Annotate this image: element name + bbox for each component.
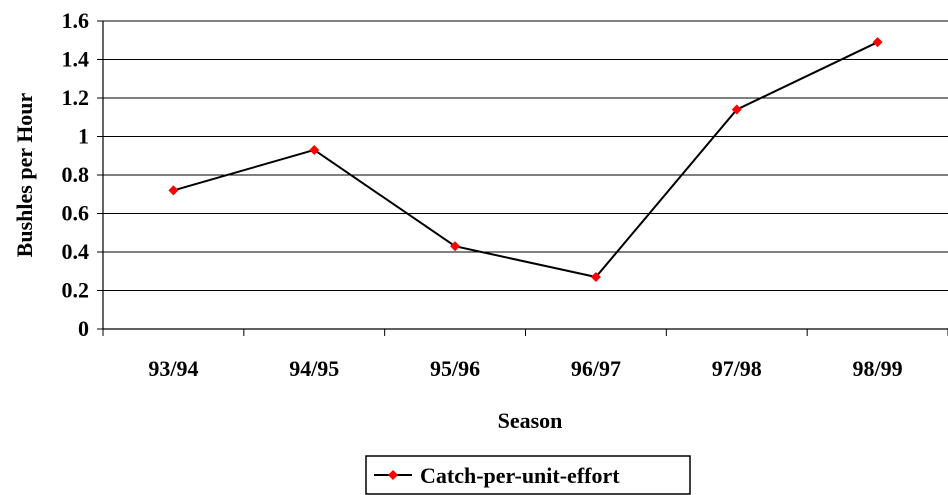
x-tick-label: 98/99: [853, 356, 903, 381]
y-tick-label: 1: [78, 124, 89, 149]
x-tick-label: 93/94: [148, 356, 198, 381]
x-tick-label: 96/97: [571, 356, 621, 381]
legend-box: [365, 455, 691, 495]
x-tick-labels: 93/94 94/95 95/96 96/97 97/98 98/99: [148, 356, 902, 381]
y-tick-label: 0.6: [62, 201, 90, 226]
series-line: [173, 41, 879, 279]
y-tick-label: 0.4: [62, 239, 90, 264]
legend: Catch-per-unit-effort: [365, 455, 691, 495]
y-tick-label: 0.2: [62, 278, 90, 303]
series-catch-per-unit-effort: [168, 37, 883, 283]
y-tick-label: 1.4: [62, 47, 90, 72]
x-tick-label: 97/98: [712, 356, 762, 381]
y-tick-labels: 0 0.2 0.4 0.6 0.8 1 1.2 1.4 1.6: [62, 8, 90, 341]
data-point-marker: [309, 144, 320, 155]
legend-label: Catch-per-unit-effort: [420, 463, 620, 488]
x-tick-label: 95/96: [430, 356, 480, 381]
data-point-marker: [168, 185, 179, 196]
y-tick-label: 0.8: [62, 162, 90, 187]
y-tick-label: 0: [78, 316, 89, 341]
data-point-marker: [872, 37, 883, 48]
data-point-marker: [450, 241, 461, 252]
axes: [97, 20, 948, 336]
data-point-marker: [590, 272, 601, 283]
y-tick-label: 1.2: [62, 85, 90, 110]
x-tick-label: 94/95: [289, 356, 339, 381]
legend-marker-swatch: [388, 470, 398, 480]
y-axis-label: Bushles per Hour: [12, 92, 37, 257]
x-axis-label: Season: [498, 408, 563, 433]
y-tick-label: 1.6: [62, 8, 90, 33]
gridlines: [103, 20, 948, 291]
data-point-marker: [731, 104, 742, 115]
